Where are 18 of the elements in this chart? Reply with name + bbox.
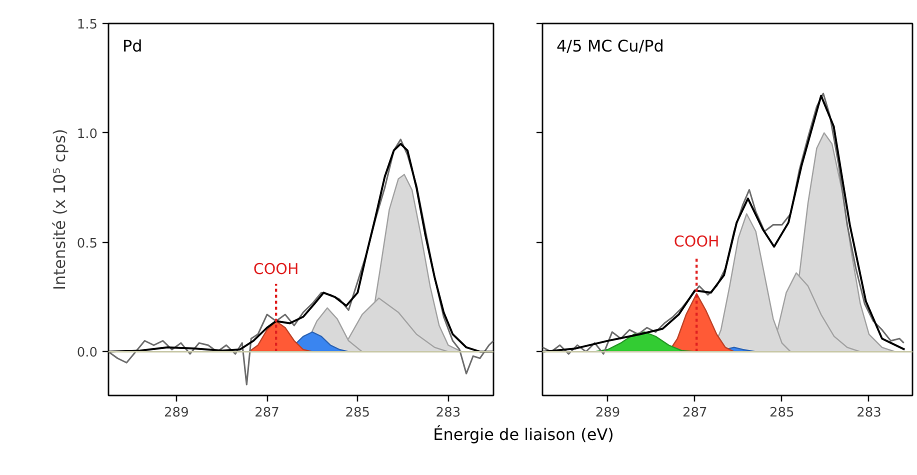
x-axis-title: Énergie de liaison (eV) [433,424,614,446]
x-tick-label: 289 [164,406,189,420]
y-tick-label: 0.5 [76,236,98,252]
x-tick-label: 283 [856,406,882,420]
y-tick-label: 1.0 [76,126,98,142]
annotation: COOH [674,232,720,251]
x-tick-label: 285 [770,406,794,420]
y-tick-label: 1.5 [76,18,98,32]
x-tick-label: 283 [436,406,461,420]
text: Pd [122,36,142,56]
y-tick-label: 0.0 [76,346,98,361]
text: 4/5 MC Cu/Pd [556,36,664,56]
x-tick-label: 287 [682,406,708,420]
x-tick-label: 285 [345,406,370,420]
y-axis-title: Intensité (x 10⁵ cps) [50,128,69,290]
x-tick-label: 287 [254,406,280,420]
annotation: COOH [253,260,299,278]
x-tick-label: 289 [595,406,620,420]
